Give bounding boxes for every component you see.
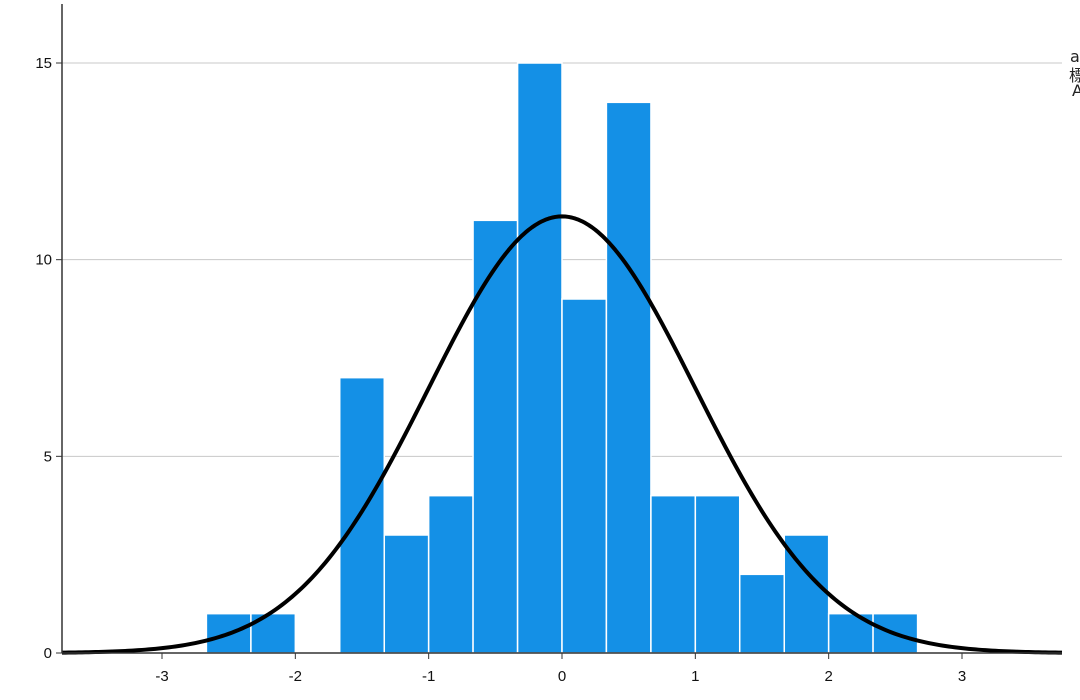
legend-fragment-bottom: A	[1072, 81, 1080, 100]
axes	[56, 4, 1062, 659]
histogram-bar-9	[605, 101, 652, 654]
x-tick-label-0: 0	[558, 668, 566, 685]
x-tick-label-2: 2	[824, 668, 832, 685]
x-tick-label--3: -3	[155, 668, 168, 685]
legend-fragment-top: a	[1070, 47, 1080, 66]
histogram-bar-12	[738, 573, 786, 654]
histogram-bar-3	[338, 376, 386, 654]
histogram-bars	[205, 62, 919, 654]
histogram-bar-10	[650, 494, 697, 654]
histogram-bar-8	[561, 298, 608, 654]
normal-curve-layer	[61, 214, 1063, 655]
y-tick-label-15: 15	[35, 55, 52, 72]
x-tick-label--1: -1	[422, 668, 435, 685]
y-tick-label-0: 0	[44, 645, 52, 662]
histogram-bar-11	[694, 494, 741, 654]
y-axis-label: 頻	[0, 309, 3, 327]
tick-labels: 0 5 10 15 -3 -2 -1 0 1 2 3	[35, 55, 966, 685]
x-tick-label--2: -2	[289, 668, 302, 685]
normal-curve	[61, 214, 1063, 655]
histogram-bar-4	[383, 534, 430, 654]
y-tick-label-5: 5	[44, 448, 52, 465]
legend-fragment-middle: 標	[1069, 66, 1080, 85]
histogram-bar-5	[427, 494, 474, 654]
x-tick-label-3: 3	[958, 668, 966, 685]
x-tick-label-1: 1	[691, 668, 699, 685]
y-tick-label-10: 10	[35, 252, 52, 269]
histogram-bar-1	[250, 612, 297, 654]
histogram-bar-6	[472, 219, 519, 654]
histogram-bar-7	[516, 62, 563, 654]
